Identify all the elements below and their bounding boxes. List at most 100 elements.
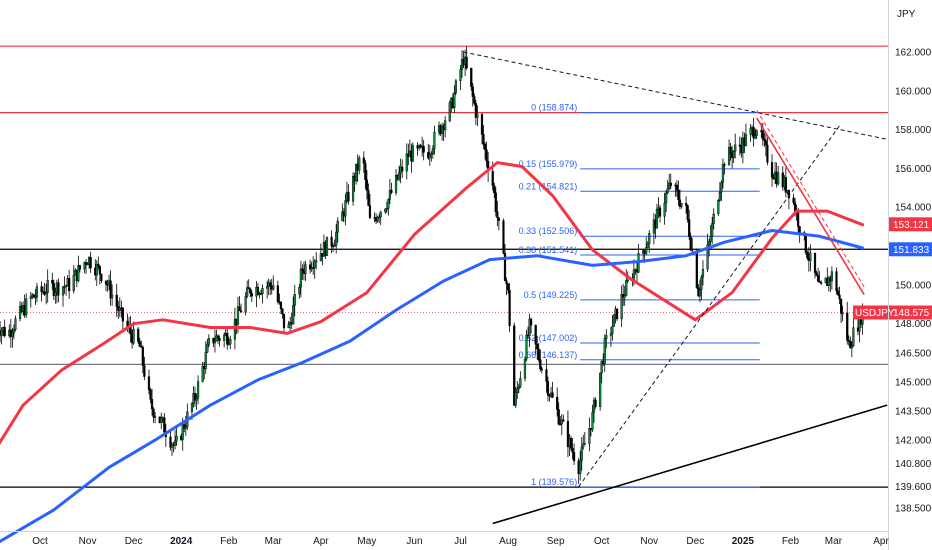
candle[interactable] (364, 159, 367, 190)
candle[interactable] (809, 244, 812, 272)
candle[interactable] (206, 339, 209, 354)
trendline[interactable] (756, 117, 865, 295)
candle[interactable] (665, 190, 668, 213)
candle[interactable] (847, 335, 850, 346)
candle[interactable] (239, 303, 243, 313)
candle[interactable] (766, 137, 769, 166)
candle[interactable] (86, 262, 89, 266)
candle[interactable] (612, 314, 616, 327)
time-axis[interactable]: Oct Nov Dec 2024 Feb Mar Apr May Jun Jul Aug Sep Oct… (32, 536, 889, 547)
candle[interactable] (559, 415, 562, 426)
candle[interactable] (689, 232, 692, 252)
candle[interactable] (700, 274, 703, 301)
candle[interactable] (401, 159, 404, 178)
candle[interactable] (247, 279, 250, 290)
candle[interactable] (45, 283, 48, 305)
candle[interactable] (46, 269, 49, 303)
candle[interactable] (663, 192, 666, 225)
candle[interactable] (513, 322, 516, 406)
candle[interactable] (540, 366, 543, 374)
candle[interactable] (52, 279, 55, 300)
candle[interactable] (474, 99, 477, 126)
candle[interactable] (193, 386, 197, 407)
candle[interactable] (97, 256, 100, 270)
candle[interactable] (100, 273, 103, 284)
candle[interactable] (276, 280, 279, 305)
candle[interactable] (83, 261, 86, 274)
candle[interactable] (57, 278, 60, 303)
candle[interactable] (506, 282, 510, 294)
candle[interactable] (717, 199, 720, 216)
candle[interactable] (483, 142, 487, 160)
candle[interactable] (680, 203, 683, 209)
candle[interactable] (732, 150, 735, 164)
candle[interactable] (503, 243, 507, 282)
candle[interactable] (571, 437, 574, 460)
candle[interactable] (281, 308, 284, 319)
candle[interactable] (677, 180, 680, 206)
candle[interactable] (140, 340, 143, 348)
candle[interactable] (32, 293, 35, 298)
candle[interactable] (545, 359, 548, 393)
candle[interactable] (358, 155, 361, 175)
candle[interactable] (519, 371, 522, 389)
candle[interactable] (111, 284, 114, 306)
candle[interactable] (764, 132, 767, 157)
candle[interactable] (378, 213, 381, 224)
candle[interactable] (3, 319, 6, 338)
candle[interactable] (428, 144, 431, 166)
candle[interactable] (712, 208, 715, 230)
candle[interactable] (333, 239, 336, 247)
moving-average-line[interactable] (0, 161, 865, 452)
candle[interactable] (514, 386, 517, 409)
candle[interactable] (444, 116, 447, 138)
candle[interactable] (301, 264, 304, 281)
candle[interactable] (734, 133, 737, 159)
candle[interactable] (149, 387, 152, 404)
candle[interactable] (557, 402, 560, 426)
candle[interactable] (528, 313, 531, 348)
candle[interactable] (721, 158, 725, 189)
candle[interactable] (35, 282, 39, 303)
candle[interactable] (470, 67, 473, 91)
candle[interactable] (850, 340, 853, 358)
candle[interactable] (118, 297, 121, 318)
candle[interactable] (770, 154, 774, 187)
candle[interactable] (89, 251, 92, 273)
candle[interactable] (471, 82, 474, 107)
candle[interactable] (143, 356, 146, 381)
candle[interactable] (387, 198, 390, 216)
candle[interactable] (40, 281, 43, 302)
price-axis[interactable]: 162.000160.000158.000156.000154.000152.0… (895, 48, 932, 515)
candle[interactable] (839, 298, 843, 323)
candle[interactable] (246, 280, 249, 299)
candle[interactable] (98, 265, 101, 285)
candle[interactable] (804, 233, 807, 255)
candle[interactable] (223, 332, 226, 348)
candle[interactable] (196, 375, 200, 405)
candle[interactable] (249, 287, 252, 297)
candle[interactable] (562, 414, 565, 423)
candle[interactable] (846, 301, 849, 345)
candle[interactable] (351, 172, 355, 206)
candle[interactable] (12, 324, 16, 340)
candle[interactable] (154, 412, 157, 424)
candle[interactable] (476, 105, 479, 127)
candle[interactable] (336, 217, 339, 243)
candle[interactable] (838, 286, 841, 305)
candle[interactable] (729, 142, 732, 161)
candle[interactable] (516, 380, 519, 400)
candle[interactable] (818, 271, 821, 283)
candle[interactable] (536, 335, 539, 360)
candle[interactable] (448, 100, 451, 123)
candle[interactable] (830, 266, 833, 290)
candle[interactable] (25, 293, 28, 318)
candle[interactable] (569, 435, 573, 451)
candle[interactable] (18, 301, 22, 322)
candle[interactable] (600, 360, 603, 384)
candle[interactable] (754, 128, 757, 140)
candle[interactable] (645, 236, 648, 256)
candle[interactable] (138, 337, 141, 347)
candle[interactable] (599, 372, 602, 411)
candle[interactable] (152, 407, 155, 423)
